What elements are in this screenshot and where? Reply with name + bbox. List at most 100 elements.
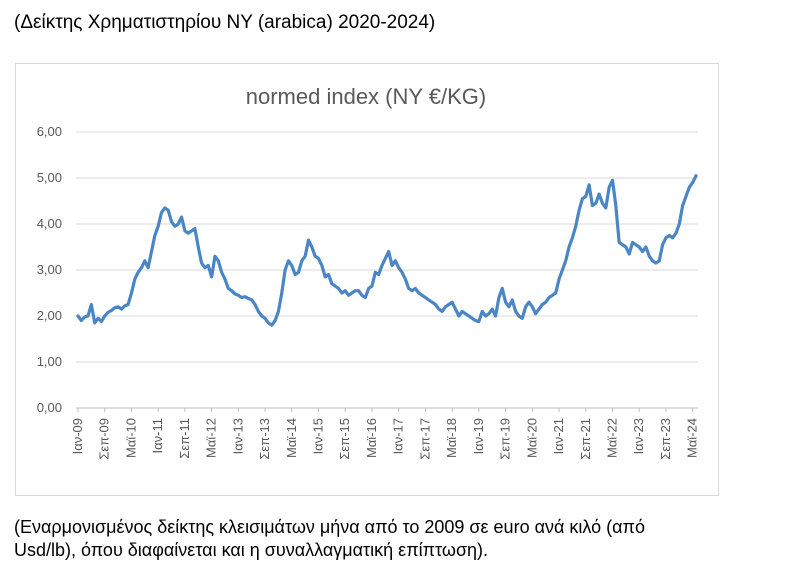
data-point [507,305,511,308]
data-point [223,278,227,281]
data-point [557,278,561,281]
data-point [337,287,340,290]
data-point [374,271,377,274]
data-point [76,314,80,318]
data-point [257,310,260,313]
data-point [554,291,557,295]
data-point [504,301,507,304]
data-point [658,259,661,262]
data-point [136,271,140,274]
data-point [638,245,641,249]
data-point [290,264,293,267]
data-point [631,241,634,244]
data-point [364,296,367,299]
data-point [497,296,501,299]
data-point [190,229,193,233]
data-point [627,252,631,256]
data-point [581,197,584,200]
data-point [531,305,534,308]
x-tick-label: Μαϊ-16 [364,418,379,458]
data-point [440,310,444,313]
data-point [233,292,237,296]
data-point [641,250,644,253]
data-point [317,257,320,260]
data-point [384,257,387,260]
x-tick-label: Σεπ-21 [578,418,593,460]
data-point [450,301,454,304]
data-point [390,264,394,267]
data-point [354,289,357,292]
data-point [327,273,330,276]
data-point [310,245,314,249]
x-tick-label: Μαϊ-20 [524,418,539,458]
data-point [213,255,217,258]
data-point [527,301,531,304]
data-point [133,278,136,281]
x-tick-label: Μαϊ-18 [444,418,459,458]
data-point [524,305,527,308]
data-point [434,303,437,306]
data-point [113,306,116,309]
x-tick-label: Μαϊ-14 [284,418,299,458]
data-point [464,312,467,315]
data-point [664,236,668,239]
data-point [607,186,611,189]
data-point [424,296,427,299]
data-point [467,314,471,318]
data-point [177,222,180,226]
y-tick-label: 2,00 [37,308,62,323]
data-point [407,287,410,290]
data-point [263,317,267,320]
data-point [617,241,621,244]
data-point [307,238,310,242]
data-point [494,314,497,318]
data-point [420,294,424,297]
data-point [537,307,541,311]
data-point [340,291,344,295]
data-point [96,317,100,320]
data-point [394,259,397,262]
data-point [547,296,551,299]
data-point [270,324,273,327]
data-point [400,271,404,274]
data-point [654,261,658,265]
data-point [360,294,364,297]
data-point [320,264,324,267]
data-point [674,232,678,235]
data-point [397,266,400,269]
data-point [267,321,270,325]
data-point [484,314,487,318]
data-point [544,301,547,304]
x-tick-label: Μαϊ-12 [204,418,219,458]
data-point [297,271,300,274]
page-heading: (Δείκτης Χρηματιστηρίου ΝΥ (arabica) 202… [14,12,436,33]
data-point [514,310,517,313]
data-point [247,297,250,300]
data-point [260,314,263,318]
data-point [644,245,648,249]
x-tick-label: Ιαν-13 [230,418,245,454]
y-tick-label: 6,00 [37,124,62,139]
x-tick-label: Σεπ-23 [658,418,673,460]
data-point [300,259,304,262]
x-tick-label: Μαϊ-22 [604,418,619,458]
x-tick-label: Σεπ-19 [498,418,513,460]
x-axis-ticks: Ιαν-09 Σεπ-09 Μαϊ-10 Ιαν-11 Σεπ-11 Μαϊ-12 Ιαν-… [70,408,700,460]
data-point [293,273,297,276]
data-point [180,215,183,219]
x-tick-label: Ιαν-11 [150,418,165,453]
data-point [427,298,430,302]
data-point [187,232,190,235]
data-point [283,268,287,272]
x-tick-label: Μαϊ-24 [685,418,700,458]
y-tick-label: 3,00 [37,262,62,277]
data-point [163,206,167,210]
data-point [377,273,380,276]
data-point [567,245,571,249]
x-tick-label: Σεπ-09 [97,418,112,460]
data-point [280,291,283,295]
data-point [197,245,200,249]
data-point [517,314,521,318]
data-point [444,305,447,308]
chart-title: normed index (NY €/KG) [246,84,486,109]
